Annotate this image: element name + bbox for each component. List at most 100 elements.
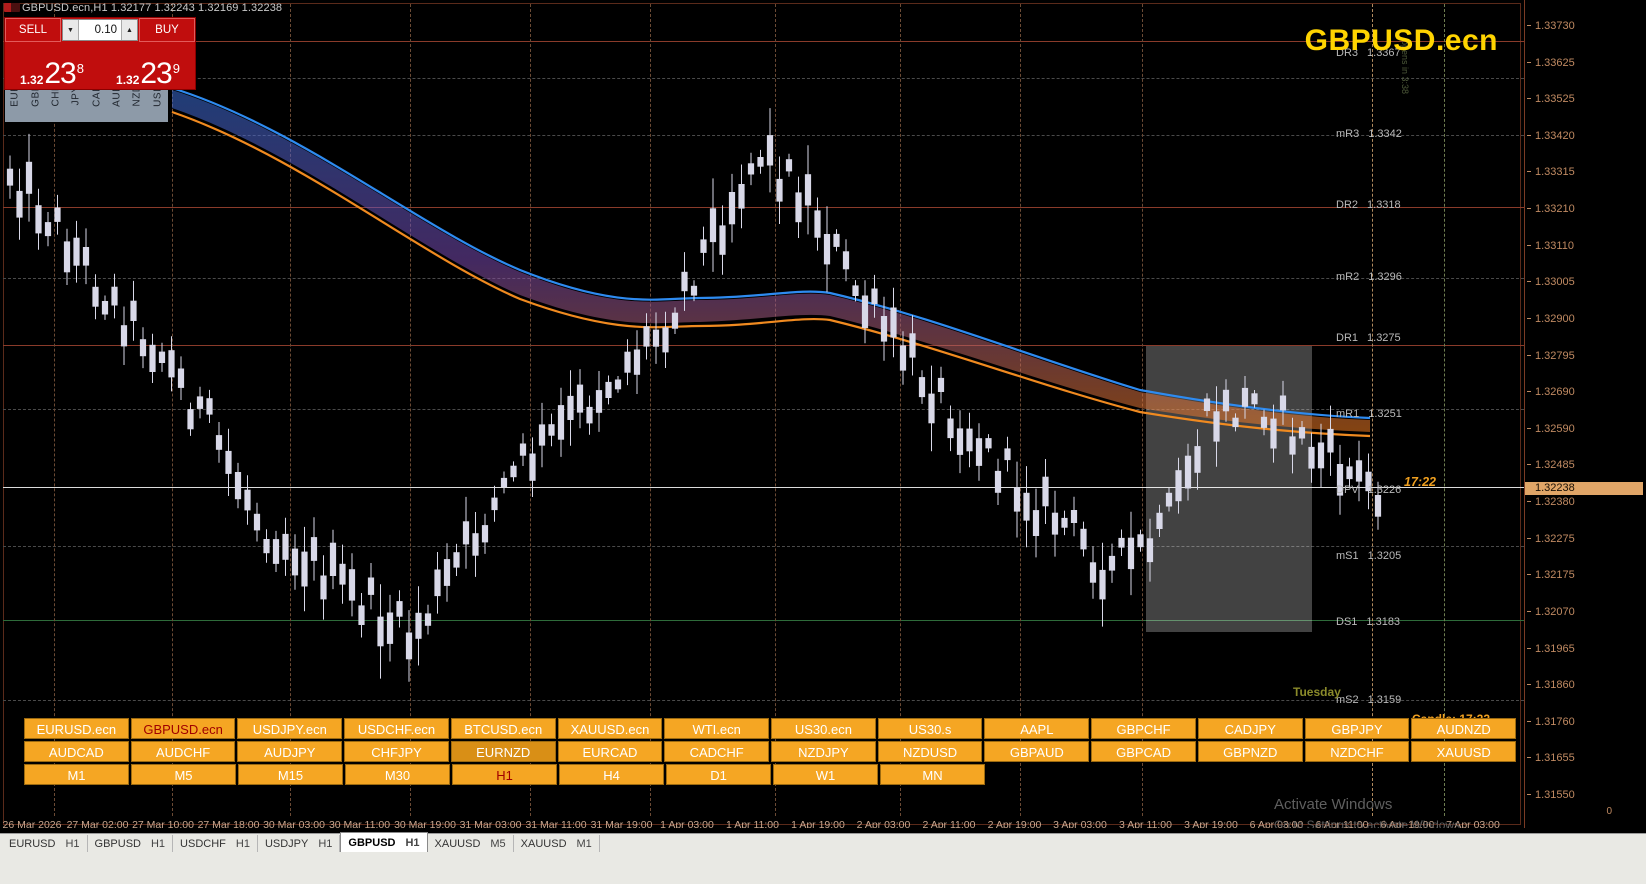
symbol-row-1: EURUSD.ecn GBPUSD.ecn USDJPY.ecn USDCHF.ecn… [24,718,1518,739]
panel-button-eurcad[interactable]: EURCAD [557,741,663,762]
pivot-label-ms2: mS2 1.3159 [1336,694,1401,706]
timeframe-row: M1 M5 M15 M30 H1 H4 D1 W1 MN [24,764,987,785]
panel-button-cadjpy[interactable]: CADJPY [1197,718,1303,739]
panel-button-d1[interactable]: D1 [666,764,771,785]
panel-button-eurnzd[interactable]: EURNZD [450,741,556,762]
panel-button-gbpchf[interactable]: GBPCHF [1091,718,1196,739]
panel-button-m15[interactable]: M15 [238,764,343,785]
tab-timeframe: M1 [576,837,592,850]
time-tick-label: 2 Apr 03:00 [856,819,911,828]
panel-button-usdjpy-ecn[interactable]: USDJPY.ecn [237,718,343,739]
panel-button-gbpnzd[interactable]: GBPNZD [1197,741,1303,762]
chart-tab-gbpusd-h1[interactable]: GBPUSD H1 [340,832,428,852]
activate-windows-title: Activate Windows [1274,796,1393,813]
panel-button-gbpaud[interactable]: GBPAUD [984,741,1090,762]
price-tick-label: 1.33315 [1535,166,1575,179]
panel-button-audcad[interactable]: AUDCAD [24,741,129,762]
bid-fraction: 8 [76,61,84,76]
time-tick-label: 26 Mar 2026 [2,819,62,828]
panel-button-gbpjpy[interactable]: GBPJPY [1304,718,1410,739]
pivot-line-dr2 [3,207,1524,208]
pivot-value: 1.3342 [1368,128,1402,140]
volume-input[interactable]: 0.10 [94,24,117,36]
pivot-line-dr3 [3,41,1524,42]
symbol-switch-panel[interactable]: EURUSD.ecn GBPUSD.ecn USDJPY.ecn USDCHF.ecn… [24,718,1518,787]
chart-tab-usdjpy-h1[interactable]: USDJPY H1 [257,835,341,852]
pivot-line-dr1 [3,345,1524,346]
tab-symbol: GBPUSD [94,837,141,850]
time-tick-label: 6 Apr 03:00 [1249,819,1304,828]
ask-price[interactable]: 1.32 23 9 [101,42,195,89]
bid-price[interactable]: 1.32 23 8 [5,42,99,89]
panel-button-us30-ecn[interactable]: US30.ecn [771,718,876,739]
chevron-up-icon[interactable]: ▲ [121,20,137,40]
price-tick-label: 1.33420 [1535,129,1575,142]
panel-button-m1[interactable]: M1 [24,764,129,785]
chart-watermark: GBPUSD.ecn [1304,24,1498,57]
time-tick-label: 31 Mar 03:00 [459,819,522,828]
chart-tab-xauusd-m1[interactable]: XAUUSD M1 [513,835,600,852]
panel-button-h1[interactable]: H1 [452,764,557,785]
currency-column-chf: CHF [46,84,66,122]
panel-button-aapl[interactable]: AAPL [984,718,1090,739]
tab-list: EURUSD H1 GBPUSD H1 USDCHF H1 USDJPY H1 GBPUSD H1… [0,832,1646,852]
panel-button-wti-ecn[interactable]: WTI.ecn [664,718,770,739]
panel-button-m5[interactable]: M5 [131,764,236,785]
one-click-trading-panel[interactable]: SELL ▼ 0.10 ▲ BUY 1.32 23 8 1.32 23 9 [4,17,196,90]
volume-stepper[interactable]: ▼ 0.10 ▲ [62,19,138,41]
panel-button-usdchf-ecn[interactable]: USDCHF.ecn [344,718,449,739]
panel-button-nzdusd[interactable]: NZDUSD [877,741,983,762]
panel-button-btcusd-ecn[interactable]: BTCUSD.ecn [450,718,556,739]
price-tick-label: 1.33210 [1535,203,1575,216]
pivot-value: 1.3318 [1367,199,1401,211]
sell-button[interactable]: SELL [5,18,61,42]
panel-button-chfjpy[interactable]: CHFJPY [344,741,449,762]
price-tick: 1.33420 [1525,130,1646,142]
time-tick-label: 30 Mar 19:00 [394,819,456,828]
chart-quote-header: GBPUSD.ecn,H1 1.32177 1.32243 1.32169 1.… [4,2,282,14]
bid-pips: 23 [44,57,76,90]
chart-canvas[interactable]: DR3 1.3367 mR3 1.3342 DR2 1.3318 mR2 1.32 9 6 … [0,0,1524,828]
buy-button[interactable]: BUY [139,18,195,42]
grid-line [3,78,1524,79]
pivot-label-mr3: mR3 1.3342 [1336,128,1402,140]
price-tick: 1.31760 [1525,716,1646,728]
quote-text: GBPUSD.ecn,H1 1.32177 1.32243 1.32169 1.… [22,2,283,14]
chart-tab-usdchf-h1[interactable]: USDCHF H1 [173,835,258,852]
price-axis[interactable]: 1.32238 0 1.33730 1.33625 1.33525 1.33420 1.… [1524,0,1646,828]
time-tick-label: 27 Mar 02:00 [66,819,129,828]
chart-tab-eurusd-h1[interactable]: EURUSD H1 [2,835,88,852]
panel-button-eurusd-ecn[interactable]: EURUSD.ecn [24,718,129,739]
price-tick: 1.31655 [1525,752,1646,764]
zero-label: 0 [1606,806,1612,817]
panel-button-gbpcad[interactable]: GBPCAD [1091,741,1196,762]
currency-column-eur: EUR [5,84,25,122]
time-tick-label: 7 Apr 03:00 [1446,819,1500,828]
panel-button-nzdchf[interactable]: NZDCHF [1304,741,1410,762]
price-tick: 1.32485 [1525,459,1646,471]
chart-tab-xauusd-m5[interactable]: XAUUSD M5 [427,835,514,852]
chart-tab-gbpusd-h1[interactable]: GBPUSD H1 [87,835,174,852]
panel-button-gbpusd-ecn[interactable]: GBPUSD.ecn [130,718,236,739]
panel-button-mn[interactable]: MN [880,764,985,785]
panel-button-m30[interactable]: M30 [345,764,450,785]
panel-button-w1[interactable]: W1 [773,764,878,785]
time-tick-label: 1 Apr 11:00 [726,819,779,828]
panel-button-xauusd-ecn[interactable]: XAUUSD.ecn [557,718,663,739]
pivot-label-ds1: DS1 1.3183 [1336,616,1400,628]
chart-tab-bar[interactable]: EURUSD H1 GBPUSD H1 USDCHF H1 USDJPY H1 GBPUSD H1… [0,832,1646,884]
price-tick: 1.33005 [1525,276,1646,288]
panel-button-audjpy[interactable]: AUDJPY [237,741,343,762]
panel-button-audnzd[interactable]: AUDNZD [1411,718,1517,739]
price-tick-label: 1.33110 [1535,239,1574,252]
day-label: Tuesday [1293,685,1341,699]
panel-button-h4[interactable]: H4 [559,764,664,785]
currency-column-usd: USD [148,84,168,122]
panel-button-audchf[interactable]: AUDCHF [130,741,236,762]
price-tick-label: 1.32175 [1535,569,1575,582]
panel-button-us30-s[interactable]: US30.s [877,718,983,739]
panel-button-xauusd[interactable]: XAUUSD [1411,741,1517,762]
panel-button-nzdjpy[interactable]: NZDJPY [771,741,876,762]
chevron-down-icon[interactable]: ▼ [63,20,79,40]
panel-button-cadchf[interactable]: CADCHF [664,741,770,762]
